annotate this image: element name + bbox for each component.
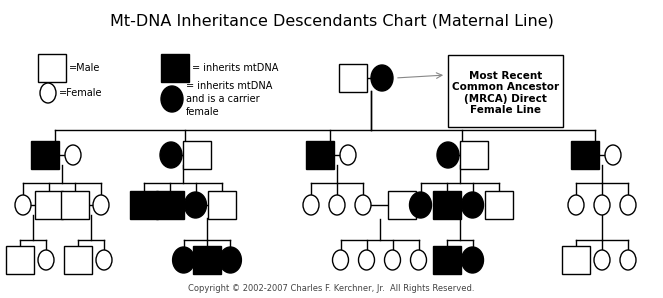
Bar xyxy=(193,246,221,274)
Ellipse shape xyxy=(437,142,459,168)
Bar xyxy=(6,246,34,274)
Ellipse shape xyxy=(65,145,81,165)
Ellipse shape xyxy=(568,195,584,215)
Ellipse shape xyxy=(355,195,371,215)
Bar xyxy=(64,246,92,274)
Bar xyxy=(571,141,599,169)
Bar xyxy=(562,246,590,274)
Ellipse shape xyxy=(329,195,345,215)
Ellipse shape xyxy=(160,142,182,168)
Bar xyxy=(31,141,59,169)
Bar xyxy=(432,246,461,274)
Bar xyxy=(432,191,461,219)
Ellipse shape xyxy=(410,192,432,218)
Ellipse shape xyxy=(340,145,356,165)
Ellipse shape xyxy=(359,250,375,270)
Ellipse shape xyxy=(594,195,610,215)
Ellipse shape xyxy=(40,83,56,103)
Ellipse shape xyxy=(93,195,109,215)
Bar xyxy=(306,141,334,169)
Text: = inherits mtDNA: = inherits mtDNA xyxy=(192,63,278,73)
Ellipse shape xyxy=(371,65,393,91)
Ellipse shape xyxy=(605,145,621,165)
Text: =Female: =Female xyxy=(59,88,103,98)
Ellipse shape xyxy=(161,86,183,112)
Text: Most Recent
Common Ancestor
(MRCA) Direct
Female Line: Most Recent Common Ancestor (MRCA) Direc… xyxy=(452,71,559,115)
Bar xyxy=(339,64,367,92)
Text: Mt-DNA Inheritance Descendants Chart (Maternal Line): Mt-DNA Inheritance Descendants Chart (Ma… xyxy=(109,14,554,29)
Bar xyxy=(61,191,89,219)
Ellipse shape xyxy=(184,192,206,218)
Ellipse shape xyxy=(461,192,483,218)
Ellipse shape xyxy=(38,250,54,270)
Bar xyxy=(129,191,158,219)
Bar xyxy=(208,191,235,219)
Bar xyxy=(183,141,211,169)
Ellipse shape xyxy=(620,250,636,270)
Ellipse shape xyxy=(594,250,610,270)
Bar xyxy=(161,54,189,82)
Ellipse shape xyxy=(172,247,195,273)
Ellipse shape xyxy=(333,250,349,270)
Ellipse shape xyxy=(410,250,426,270)
Bar xyxy=(38,54,66,82)
Ellipse shape xyxy=(620,195,636,215)
Bar xyxy=(448,55,563,127)
Ellipse shape xyxy=(385,250,400,270)
Ellipse shape xyxy=(96,250,112,270)
Ellipse shape xyxy=(219,247,241,273)
Text: =Male: =Male xyxy=(69,63,100,73)
Bar xyxy=(388,191,416,219)
Ellipse shape xyxy=(303,195,319,215)
Bar xyxy=(485,191,512,219)
Ellipse shape xyxy=(15,195,31,215)
Bar xyxy=(156,191,184,219)
Text: = inherits mtDNA
and is a carrier
female: = inherits mtDNA and is a carrier female xyxy=(186,81,272,117)
Bar xyxy=(35,191,63,219)
Bar xyxy=(460,141,488,169)
Ellipse shape xyxy=(461,247,483,273)
Text: Copyright © 2002-2007 Charles F. Kerchner, Jr.  All Rights Reserved.: Copyright © 2002-2007 Charles F. Kerchne… xyxy=(188,284,475,293)
